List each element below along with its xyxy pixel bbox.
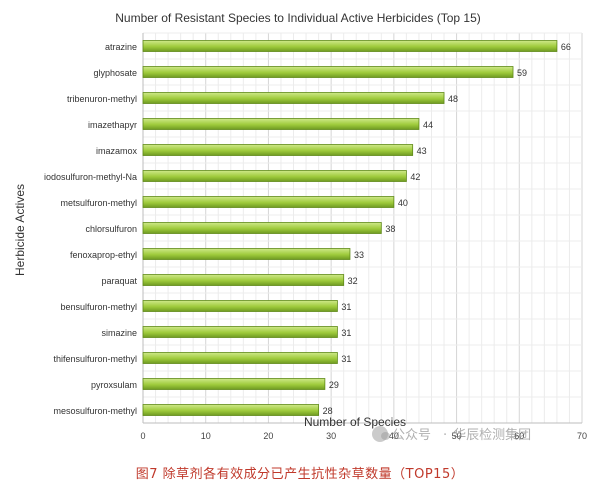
y-tick-label: thifensulfuron-methyl (53, 354, 137, 364)
y-tick-labels: atrazine glyphosate tribenuron-methyl imaze… (44, 42, 138, 416)
watermark-org: 华辰检测集团 (453, 428, 531, 443)
bar-thifensulfuron-methyl (143, 353, 337, 364)
bar-chlorsulfuron (143, 223, 381, 234)
watermark-separator: · (443, 428, 447, 443)
wechat-icon (372, 426, 388, 442)
y-tick-label: pyroxsulam (91, 380, 137, 390)
bar-simazine (143, 327, 337, 338)
y-tick-label: glyphosate (93, 68, 137, 78)
y-tick-label: mesosulfuron-methyl (53, 406, 137, 416)
watermark-channel: 公众号 (392, 428, 431, 443)
value-label: 66 (561, 42, 571, 52)
watermark: 公众号 · 华辰检测集团 (372, 424, 531, 443)
bar-bensulfuron-methyl (143, 301, 337, 312)
y-tick-label: fenoxaprop-ethyl (70, 250, 137, 260)
chart-title: Number of Resistant Species to Individua… (115, 11, 481, 25)
y-tick-label: bensulfuron-methyl (60, 302, 137, 312)
value-label: 29 (329, 380, 339, 390)
value-label: 48 (448, 94, 458, 104)
bar-pyroxsulam (143, 379, 325, 390)
x-tick-label: 10 (201, 431, 211, 441)
y-tick-label: simazine (101, 328, 137, 338)
bar-imazethapyr (143, 119, 419, 130)
bar-chart: Number of Resistant Species to Individua… (0, 0, 600, 460)
bar-metsulfuron-methyl (143, 197, 394, 208)
value-label: 31 (341, 302, 351, 312)
bar-glyphosate (143, 67, 513, 78)
value-label: 33 (354, 250, 364, 260)
bar-paraquat (143, 275, 344, 286)
value-label: 59 (517, 68, 527, 78)
y-tick-label: imazethapyr (88, 120, 137, 130)
bar-fenoxaprop-ethyl (143, 249, 350, 260)
value-label: 38 (385, 224, 395, 234)
y-tick-label: tribenuron-methyl (67, 94, 137, 104)
bar-imazamox (143, 145, 413, 156)
bar-tribenuron-methyl (143, 93, 444, 104)
value-label: 44 (423, 120, 433, 130)
y-tick-label: paraquat (101, 276, 137, 286)
y-tick-label: atrazine (105, 42, 137, 52)
x-tick-label: 0 (140, 431, 145, 441)
bar-atrazine (143, 41, 557, 52)
x-tick-label: 70 (577, 431, 587, 441)
figure-caption: 图7 除草剂各有效成分已产生抗性杂草数量（TOP15） (0, 463, 600, 482)
x-tick-label: 20 (263, 431, 273, 441)
value-label: 31 (341, 328, 351, 338)
x-tick-label: 30 (326, 431, 336, 441)
y-tick-label: chlorsulfuron (85, 224, 137, 234)
bar-mesosulfuron-methyl (143, 405, 319, 416)
value-label: 40 (398, 198, 408, 208)
value-label: 43 (417, 146, 427, 156)
value-label: 42 (410, 172, 420, 182)
value-label: 32 (348, 276, 358, 286)
y-axis-title: Herbicide Actives (13, 184, 27, 276)
y-tick-label: iodosulfuron-methyl-Na (44, 172, 137, 182)
value-label: 31 (341, 354, 351, 364)
y-tick-label: metsulfuron-methyl (60, 198, 137, 208)
bar-iodosulfuron-methyl-Na (143, 171, 406, 182)
y-tick-label: imazamox (96, 146, 138, 156)
